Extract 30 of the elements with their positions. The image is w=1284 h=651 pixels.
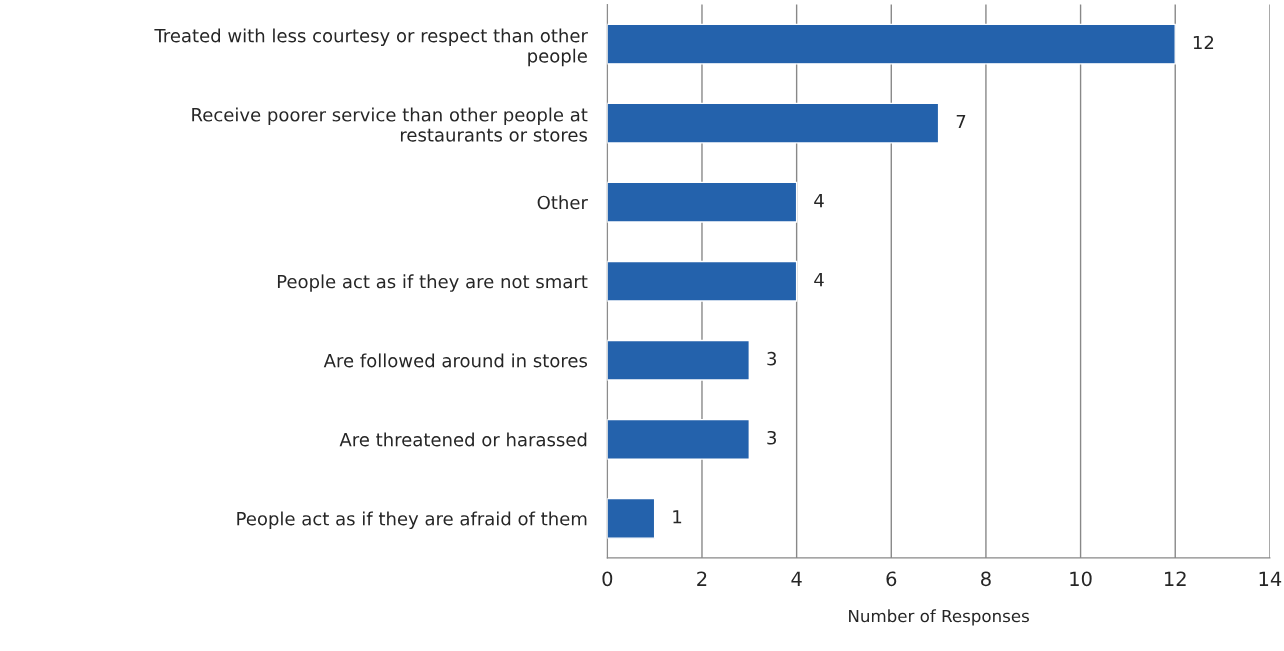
y-tick-label: People act as if they are afraid of them	[237, 511, 587, 529]
x-tick-label: 14	[1259, 571, 1282, 586]
y-tick-label: Are threatened or harassed	[339, 432, 587, 447]
x-tick-label: 6	[886, 571, 897, 587]
y-tick-label: Treated with less courtesy or respect than other people	[154, 28, 588, 67]
data-label: 1	[673, 510, 682, 524]
y-tick-label: Other	[537, 195, 588, 210]
x-tick-label: 8	[981, 571, 991, 587]
y-tick-label: Receive poorer service than other people at restaurants or stores	[192, 107, 588, 142]
x-tick-label: 10	[1070, 571, 1092, 587]
x-tick-label: 2	[697, 571, 707, 586]
data-label: 3	[767, 430, 777, 445]
bar	[607, 260, 798, 302]
bar	[607, 339, 751, 381]
data-label: 12	[1193, 35, 1214, 50]
bar	[607, 23, 1176, 65]
data-label: 7	[956, 114, 966, 129]
y-tick-label: Are followed around in stores	[323, 353, 588, 368]
x-axis-title: Number of Responses	[849, 609, 1029, 626]
bar	[607, 418, 751, 460]
bar	[607, 181, 798, 223]
x-tick-label: 4	[791, 571, 802, 586]
bar	[607, 497, 656, 539]
y-tick-label: People act as if they are not smart	[277, 274, 588, 292]
data-label: 4	[814, 273, 824, 287]
data-label: 4	[814, 194, 824, 208]
data-label: 3	[767, 351, 777, 366]
x-tick-label: 12	[1164, 571, 1186, 586]
x-tick-label: 0	[602, 571, 613, 587]
bar	[607, 102, 940, 144]
